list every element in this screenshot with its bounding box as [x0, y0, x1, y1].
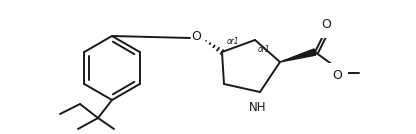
Text: or1: or1 — [258, 44, 271, 53]
Polygon shape — [280, 49, 316, 62]
Text: O: O — [321, 18, 331, 31]
Text: O: O — [191, 31, 201, 44]
Text: NH: NH — [249, 101, 267, 114]
Text: O: O — [332, 69, 342, 82]
Text: or1: or1 — [227, 38, 240, 46]
